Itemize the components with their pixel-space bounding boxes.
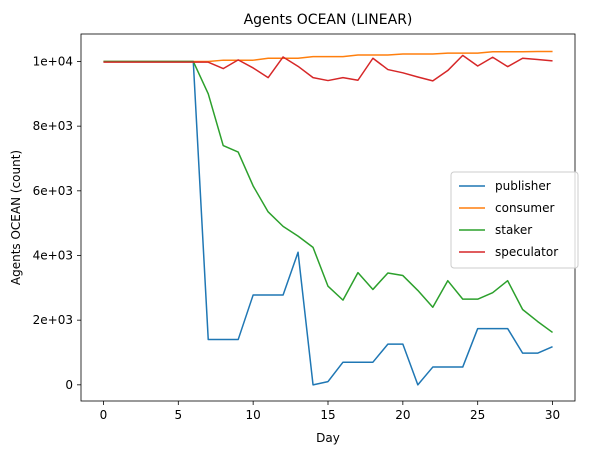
y-axis-label: Agents OCEAN (count) <box>9 150 23 285</box>
x-tick-label: 0 <box>100 408 108 422</box>
y-tick-label: 2e+03 <box>33 313 73 327</box>
x-axis-label: Day <box>316 431 340 445</box>
x-tick-label: 15 <box>320 408 335 422</box>
legend: publisher consumer staker speculator <box>450 171 579 269</box>
y-tick-label: 1e+04 <box>33 54 73 68</box>
x-tick-label: 20 <box>395 408 410 422</box>
legend-label-consumer: consumer <box>495 201 554 215</box>
legend-box <box>450 171 579 269</box>
x-tick-label: 10 <box>246 408 261 422</box>
chart-title: Agents OCEAN (LINEAR) <box>244 12 413 28</box>
series-line-speculator <box>103 54 553 82</box>
series-line-consumer <box>103 50 553 63</box>
series-layer <box>103 50 553 386</box>
y-tick-label: 0 <box>65 378 73 392</box>
x-tick-label: 5 <box>174 408 182 422</box>
y-tick-label: 8e+03 <box>33 119 73 133</box>
x-tick-label: 25 <box>470 408 485 422</box>
y-tick-label: 4e+03 <box>33 248 73 262</box>
y-tick-label: 6e+03 <box>33 184 73 198</box>
legend-label-speculator: speculator <box>495 245 558 259</box>
x-tick-label: 30 <box>545 408 560 422</box>
legend-label-publisher: publisher <box>495 179 551 193</box>
y-axis: 0 2e+03 4e+03 6e+03 8e+03 1e+04 <box>33 54 81 392</box>
legend-label-staker: staker <box>495 223 532 237</box>
x-axis: 0 5 10 15 20 25 30 <box>100 401 560 422</box>
